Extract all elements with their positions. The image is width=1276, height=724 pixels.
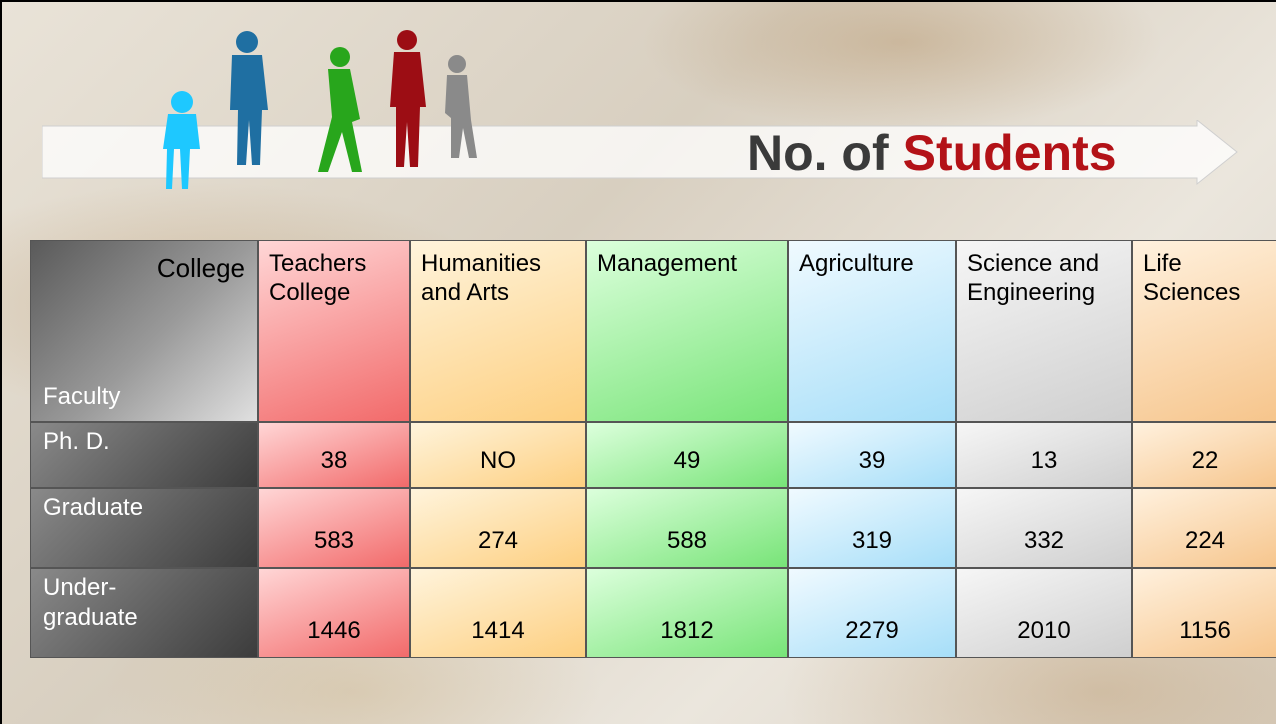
table-cell: 39 [788, 422, 956, 488]
table-cell-text: NO [480, 447, 516, 475]
row-header: Graduate [30, 488, 258, 568]
table-cell-text: 49 [674, 447, 701, 475]
column-header: Humanities and Arts [410, 240, 586, 422]
column-header: Agriculture [788, 240, 956, 422]
table-cell: 49 [586, 422, 788, 488]
people-silhouettes [152, 22, 512, 192]
table-cell-text: 1156 [1179, 617, 1231, 645]
corner-bottom: Faculty [43, 383, 120, 411]
table-cell: 274 [410, 488, 586, 568]
column-header-text: Science and Engineering [967, 250, 1099, 306]
corner-cell: College Faculty [30, 240, 258, 422]
table-cell-text: 1414 [471, 617, 524, 645]
table-cell-text: 2279 [845, 617, 898, 645]
table-cell: 22 [1132, 422, 1276, 488]
row-header-text: Under-graduate [43, 574, 138, 631]
row-header-text: Ph. D. [43, 428, 110, 455]
table-cell: 332 [956, 488, 1132, 568]
table-cell-text: 588 [667, 527, 707, 555]
column-header-text: Humanities and Arts [421, 250, 541, 306]
table-cell-text: 1812 [660, 617, 713, 645]
table-cell-text: 2010 [1017, 617, 1070, 645]
row-header-text: Graduate [43, 494, 143, 521]
slide: No. ofStudents College Faculty Teachers Co… [0, 0, 1276, 724]
table-cell-text: 274 [478, 527, 518, 555]
table-cell-text: 224 [1185, 527, 1225, 555]
column-header-text: Management [597, 250, 737, 277]
table-cell: 1812 [586, 568, 788, 658]
table-cell: 224 [1132, 488, 1276, 568]
table-cell-text: 332 [1024, 527, 1064, 555]
table-cell-text: 319 [852, 527, 892, 555]
table-cell-text: 1446 [307, 617, 360, 645]
column-header-text: Life Sciences [1143, 250, 1240, 306]
table-cell: 583 [258, 488, 410, 568]
column-header-text: Teachers College [269, 250, 366, 306]
column-header: Teachers College [258, 240, 410, 422]
table-cell: 13 [956, 422, 1132, 488]
table-cell: 319 [788, 488, 956, 568]
corner-top: College [157, 253, 245, 284]
table-cell: 38 [258, 422, 410, 488]
table-cell-text: 39 [859, 447, 886, 475]
table-cell-text: 22 [1192, 447, 1219, 475]
column-header: Science and Engineering [956, 240, 1132, 422]
title-highlight: Students [903, 125, 1117, 181]
table-cell-text: 583 [314, 527, 354, 555]
row-header: Ph. D. [30, 422, 258, 488]
title-start: No. of [747, 125, 889, 181]
table-cell: 588 [586, 488, 788, 568]
table-cell: 1414 [410, 568, 586, 658]
row-header: Under-graduate [30, 568, 258, 658]
table-cell-text: 38 [321, 447, 348, 475]
column-header: Life Sciences [1132, 240, 1276, 422]
table-cell: 2010 [956, 568, 1132, 658]
table-cell: 2279 [788, 568, 956, 658]
table-cell: 1156 [1132, 568, 1276, 658]
column-header: Management [586, 240, 788, 422]
column-header-text: Agriculture [799, 250, 914, 277]
table-cell: NO [410, 422, 586, 488]
table-cell-text: 13 [1031, 447, 1058, 475]
table-cell: 1446 [258, 568, 410, 658]
